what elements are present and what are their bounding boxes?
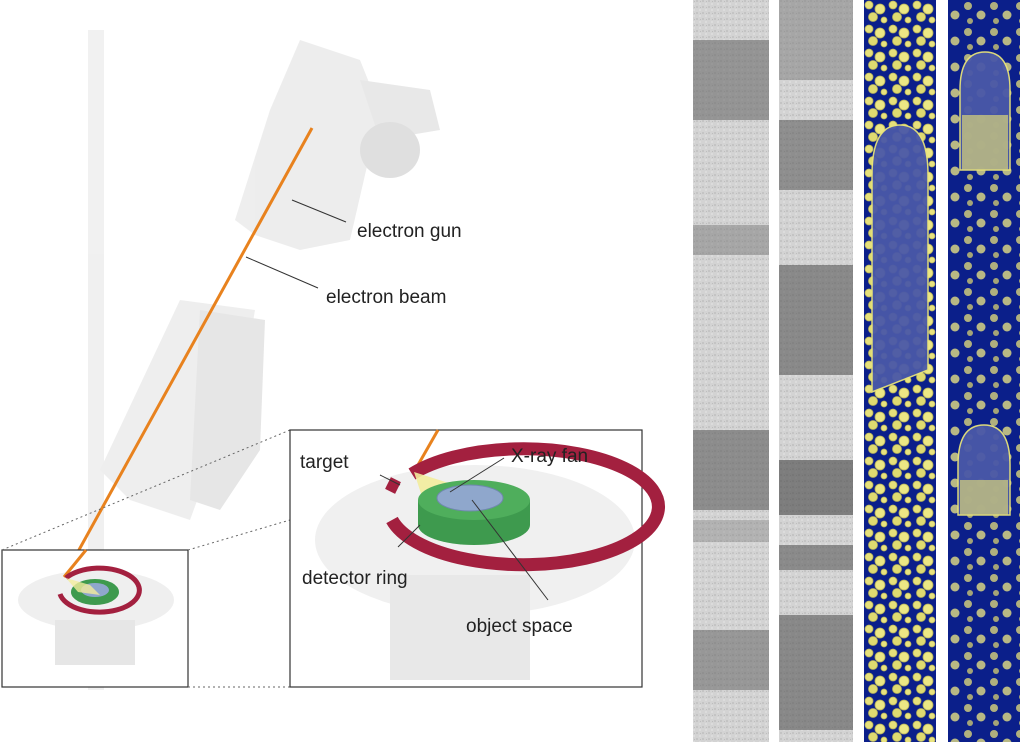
ct-strip-1: [693, 0, 769, 742]
zoom-line-top: [1, 429, 291, 551]
electron-beam-label: electron beam: [326, 287, 446, 308]
detector-ring-label: detector ring: [302, 568, 408, 589]
gun-knob: [360, 122, 420, 178]
overview-fan: [66, 578, 100, 595]
electron-gun-label: electron gun: [357, 221, 462, 242]
detector-ring-leader: [397, 524, 421, 548]
detail-target-ring-end: [385, 477, 401, 494]
render-strip-2: [948, 0, 1020, 742]
overview-pedestal: [55, 620, 135, 665]
object-space-label: object space: [466, 616, 573, 637]
ct-strip-2: [779, 0, 853, 742]
target-label: target: [300, 452, 349, 473]
detail-pedestal: [390, 575, 530, 680]
xray-fan-leader: [449, 457, 505, 493]
detail-box: [289, 429, 665, 688]
gun-housing: [235, 40, 380, 250]
overview-beam: [62, 549, 88, 578]
electron-beam-leader: [245, 256, 319, 289]
vacuum-chamber: [190, 310, 265, 510]
overview-target-ring: [57, 565, 142, 615]
render-strip-1: [864, 0, 936, 742]
zoom-line-mid: [187, 519, 291, 551]
object-space-leader: [471, 499, 549, 601]
xray-fan-label: X-ray fan: [511, 446, 588, 467]
taylor-bubble-1: [871, 124, 929, 394]
detail-target-ring: [386, 442, 665, 572]
object-space-disc: [436, 484, 504, 512]
target-leader: [379, 474, 401, 486]
electron-beam-line: [62, 127, 314, 578]
overview-box: [1, 549, 189, 688]
electron-gun-leader: [291, 199, 347, 223]
